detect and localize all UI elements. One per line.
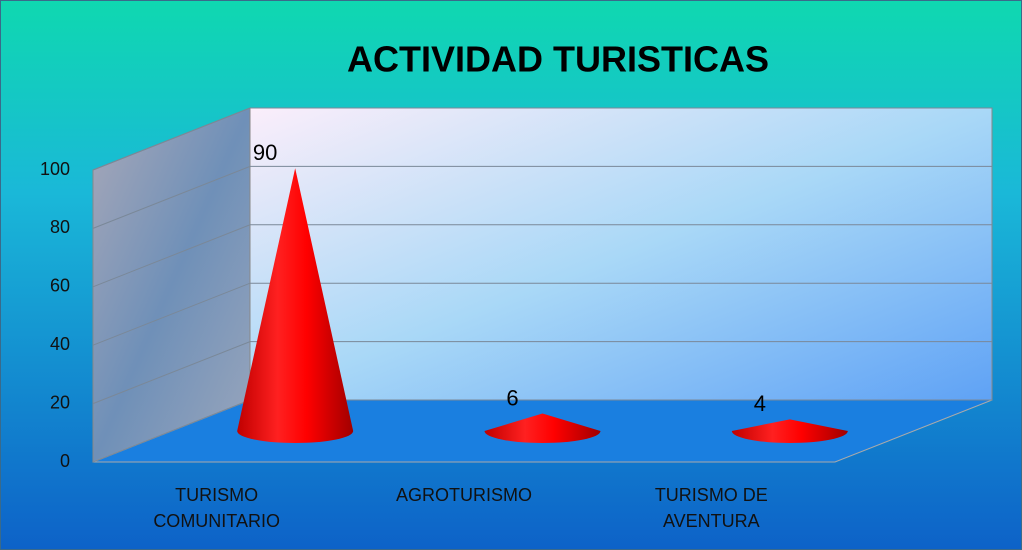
grid-line bbox=[92, 224, 992, 288]
chart-title: ACTIVIDAD TURISTICAS bbox=[347, 39, 769, 80]
x-tick-label: AGROTURISMO bbox=[395, 485, 532, 505]
grid-line bbox=[92, 282, 992, 346]
cone bbox=[484, 413, 601, 443]
grid-line bbox=[92, 341, 992, 405]
grid-line bbox=[92, 165, 992, 229]
x-tick-label: TURISMO COMUNITARIO bbox=[153, 485, 280, 531]
value-label: 6 bbox=[506, 385, 518, 410]
value-label: 90 bbox=[253, 140, 277, 165]
x-tick-label: TURISMO DE AVENTURA bbox=[654, 485, 768, 531]
back-wall bbox=[249, 107, 993, 401]
value-label: 4 bbox=[754, 391, 766, 416]
y-tick-label: 0 bbox=[60, 451, 70, 471]
cone bbox=[237, 168, 354, 443]
cone bbox=[731, 419, 848, 443]
y-tick-label: 80 bbox=[50, 217, 70, 237]
y-tick-label: 20 bbox=[50, 392, 70, 412]
y-tick-label: 40 bbox=[50, 334, 70, 354]
grid-line bbox=[92, 107, 992, 171]
y-tick-label: 100 bbox=[40, 159, 70, 179]
y-tick-label: 60 bbox=[50, 276, 70, 296]
